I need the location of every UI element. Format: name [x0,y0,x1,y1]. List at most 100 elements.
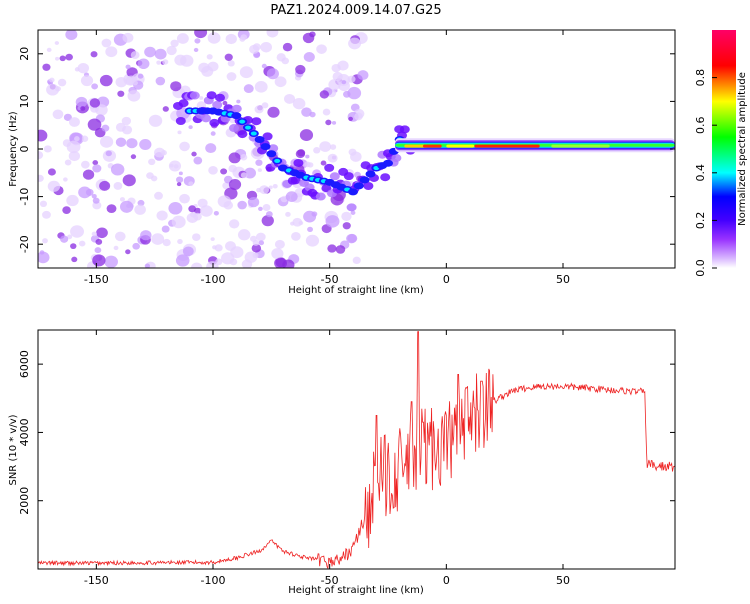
spectrogram-noise-cell [243,84,254,94]
spectrogram-noise-cell [212,245,217,250]
spectrogram-noise-cell [224,53,233,61]
spectrogram-halo-cell [290,176,301,185]
spectrogram-noise-cell [162,59,169,65]
spectrogram-noise-cell [127,90,141,102]
spectrogram-noise-cell [225,33,237,45]
spectrogram-noise-cell [230,246,244,259]
spectrogram-noise-cell [307,226,313,233]
spectrogram-noise-cell [66,140,81,154]
spectrogram-noise-cell [179,193,190,204]
spectrogram-noise-cell [121,116,132,126]
spectrogram-noise-cell [57,78,67,87]
spectrogram-noise-cell [205,143,217,154]
colorbar-tick-label: 0.0 [694,259,707,277]
spectrogram-noise-cell [335,245,346,254]
spectrogram-noise-cell [46,47,52,53]
spectrogram-noise-cell [125,249,131,255]
spectrogram-noise-cell [239,36,246,42]
spectrogram-noise-cell [346,233,357,244]
spectrogram-halo-cell [201,114,211,123]
spectrogram-noise-cell [122,174,136,187]
spectrogram-noise-cell [104,255,118,268]
spectrogram-noise-cell [81,160,90,169]
spectrogram-noise-cell [227,60,235,67]
spectrogram-noise-cell [193,212,202,221]
spectrogram-noise-cell [78,186,92,199]
snr-y-ticks: 2000 4000 6000 [18,350,675,515]
spectrogram-noise-cell [117,90,125,97]
spectrogram-noise-cell [134,204,146,215]
spectrogram-noise-cell [207,32,221,44]
spectrogram-noise-cell [62,206,71,214]
spectrogram-noise-cell [222,100,228,106]
spectrogram-noise-cell [194,38,201,44]
spectrogram-noise-cell [272,184,278,189]
spectrogram-noise-cell [114,231,126,242]
spectrogram-noise-cell [329,144,337,150]
spectrogram-noise-cell [199,205,213,217]
x-tick-label: -50 [321,574,339,587]
spectrogram-noise-cell [130,51,140,60]
spectrogram-noise-cell [139,138,152,150]
spectrogram-noise-cell [188,181,194,187]
spectrogram-noise-cell [170,81,182,92]
spectrogram-halo-cell [209,118,220,127]
spectrogram-noise-cell [113,181,123,190]
spectrogram-noise-cell [222,181,231,190]
colorbar: 0.0 0.2 0.4 0.6 0.8 Normalized spectral ampl… [694,30,748,277]
spectrogram-noise-cell [193,156,203,165]
spectrogram-noise-cell [191,262,203,268]
spectrogram-noise-cell [274,76,287,88]
snr-series-line [38,331,675,569]
spectrogram-noise-cell [125,64,131,70]
spectrogram-noise-cell [258,240,265,246]
spectrogram-noise-cell [228,152,241,164]
spectrogram-noise-cell [305,154,310,159]
spectrogram-ridge-cell [353,182,364,190]
spectrogram-noise-cell [99,135,114,148]
spectrogram-noise-cell [54,41,60,46]
spectrogram-noise-cell [77,62,90,74]
spectrogram-noise-cell [70,225,84,238]
spectrogram-noise-cell [49,77,55,83]
spectrogram-noise-cell [229,258,238,266]
spectrogram-noise-cell [341,211,352,222]
spectrogram-noise-cell [271,248,284,260]
colorbar-tick-label: 0.4 [694,164,707,182]
spectrogram-noise-cell [132,80,138,86]
y-tick-label: 6000 [18,350,31,378]
spectrogram-noise-cell [67,234,73,240]
spectrogram-noise-cell [92,164,102,173]
spectrogram-noise-cell [249,44,260,54]
spectrogram-noise-cell [148,114,163,127]
spectrogram-noise-cell [64,159,72,166]
spectrogram-noise-cell [119,197,126,202]
spectrogram-noise-cell [213,210,219,216]
x-tick-label: 50 [556,273,570,286]
spectrogram-noise-cell [240,153,248,161]
spectrogram-y-axis-label: Frequency (Hz) [8,111,19,187]
spectrogram-noise-cell [220,168,228,175]
spectrogram-noise-cell [146,172,154,180]
spectrogram-halo-cell [175,117,186,126]
spectrogram-noise-cell [113,245,119,251]
spectrogram-noise-cell [80,75,94,87]
spectrogram-noise-cell [255,232,266,242]
spectrogram-noise-cell [265,211,273,218]
spectrogram-halo-cell [391,154,402,163]
spectrogram-noise-cell [63,113,72,121]
spectrogram-noise-cell [80,106,86,111]
spectrogram-noise-cell [319,141,332,152]
spectrogram-halo-cell [293,158,304,167]
spectrogram-noise-cell [313,147,321,154]
spectrogram-noise-cell [261,215,274,227]
spectrogram-noise-cell [151,233,165,245]
spectrogram-noise-cell [154,147,166,158]
spectrogram-noise-cell [59,55,66,62]
spectrogram-noise-cell [169,163,174,168]
spectrogram-noise-cell [75,96,88,108]
spectrogram-ridge-peak [250,131,257,136]
colorbar-tick-label: 0.2 [694,212,707,230]
spectrogram-noise-cell [208,165,218,175]
